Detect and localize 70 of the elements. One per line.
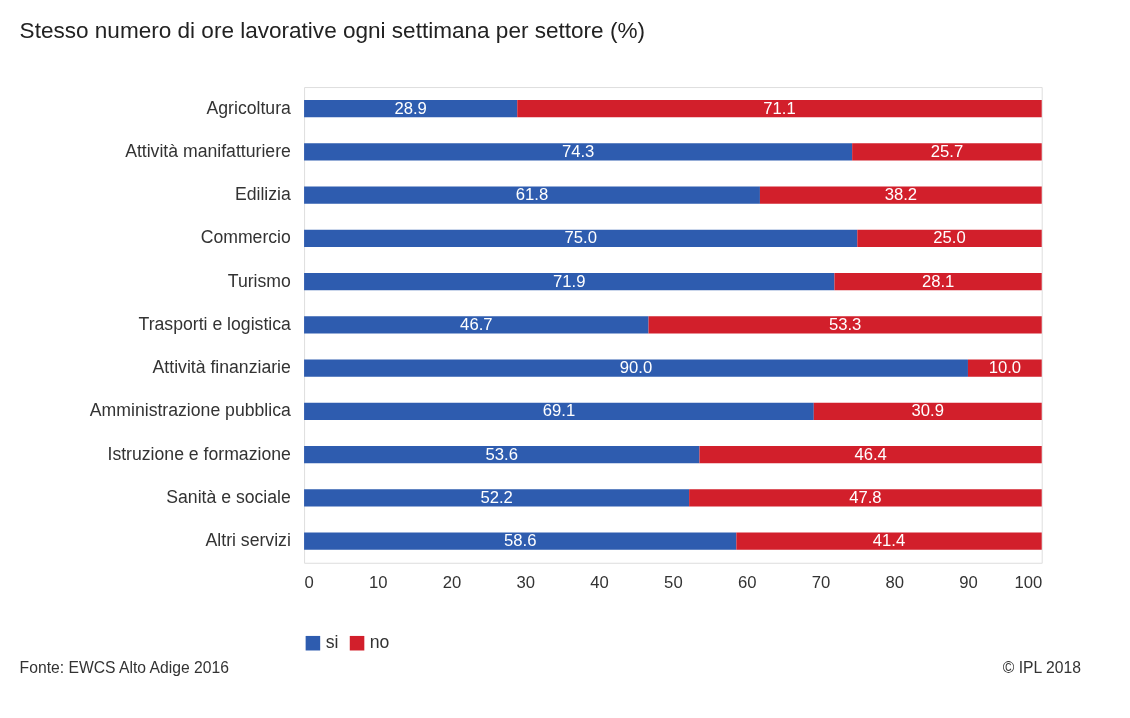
- y-tick-label: Sanità e sociale: [166, 486, 292, 507]
- bar: [834, 273, 1042, 291]
- bar: [304, 402, 814, 421]
- bar: [648, 316, 1042, 334]
- source-note: Fonte: EWCS Alto Adige 2016: [19, 658, 230, 676]
- data-label: 10.0: [988, 358, 1022, 378]
- x-tick-label: 30: [516, 572, 536, 592]
- y-tick-label: Edilizia: [234, 184, 292, 205]
- data-label: 38.2: [884, 185, 918, 205]
- legend-label: si: [325, 632, 339, 653]
- bar: [304, 446, 700, 464]
- bar: [736, 532, 1042, 550]
- y-tick-label: Istruzione e formazione: [107, 443, 292, 464]
- data-label: 46.7: [460, 314, 493, 334]
- bar: [304, 100, 518, 118]
- bar: [304, 186, 760, 204]
- x-tick-label: 80: [885, 572, 904, 592]
- x-tick-label: 40: [590, 572, 609, 592]
- x-tick-label: 100: [1014, 572, 1043, 592]
- data-label: 71.1: [763, 98, 796, 118]
- data-label: 46.4: [854, 444, 887, 464]
- bar: [304, 143, 853, 161]
- y-tick-label: Attività finanziarie: [152, 357, 292, 378]
- bar: [304, 359, 968, 377]
- x-tick-label: 0: [304, 572, 314, 592]
- data-label: 25.0: [933, 228, 966, 248]
- data-label: 30.9: [911, 401, 944, 421]
- bar: [517, 100, 1042, 118]
- x-tick-label: 70: [811, 572, 831, 592]
- chart-title: Stesso numero di ore lavorative ogni settimana per settore (%): [19, 18, 645, 43]
- data-label: 74.3: [561, 141, 595, 161]
- data-label: 47.8: [849, 487, 882, 507]
- bar: [852, 143, 1042, 161]
- y-tick-label: Amministrazione pubblica: [89, 400, 292, 421]
- x-tick-label: 90: [959, 572, 978, 592]
- y-tick-label: Attività manifatturiere: [125, 140, 292, 161]
- bar: [759, 186, 1042, 204]
- bar: [699, 446, 1042, 464]
- y-tick-label: Agricoltura: [206, 97, 292, 118]
- bar: [304, 489, 690, 507]
- x-tick-label: 50: [664, 572, 683, 592]
- data-label: 53.6: [485, 444, 518, 464]
- y-tick-label: Altri servizi: [205, 530, 291, 551]
- data-label: 90.0: [619, 358, 653, 378]
- data-label: 41.4: [872, 531, 906, 551]
- data-label: 52.2: [480, 487, 513, 507]
- y-tick-label: Turismo: [227, 270, 292, 291]
- data-label: 25.7: [930, 141, 964, 161]
- data-label: 58.6: [504, 531, 537, 551]
- data-label: 71.9: [553, 271, 586, 291]
- data-label: 75.0: [564, 228, 597, 248]
- bar: [857, 229, 1042, 248]
- text: © IPL 2018: [1002, 658, 1082, 676]
- bar: [304, 532, 737, 550]
- bar: [689, 489, 1042, 507]
- bar: [304, 273, 835, 291]
- bar: [304, 229, 858, 248]
- bar: [304, 316, 649, 334]
- data-label: 28.1: [921, 271, 955, 291]
- data-label: 28.9: [394, 98, 427, 118]
- legend-label: no: [369, 632, 390, 653]
- data-label: 69.1: [542, 401, 576, 421]
- x-tick-label: 60: [737, 572, 757, 592]
- data-label: 61.8: [515, 185, 549, 205]
- y-tick-label: Trasporti e logistica: [138, 313, 292, 334]
- data-label: 53.3: [828, 314, 862, 334]
- x-tick-label: 10: [369, 572, 388, 592]
- x-tick-label: 20: [442, 572, 462, 592]
- y-tick-label: Commercio: [200, 227, 292, 248]
- bar: [813, 402, 1042, 421]
